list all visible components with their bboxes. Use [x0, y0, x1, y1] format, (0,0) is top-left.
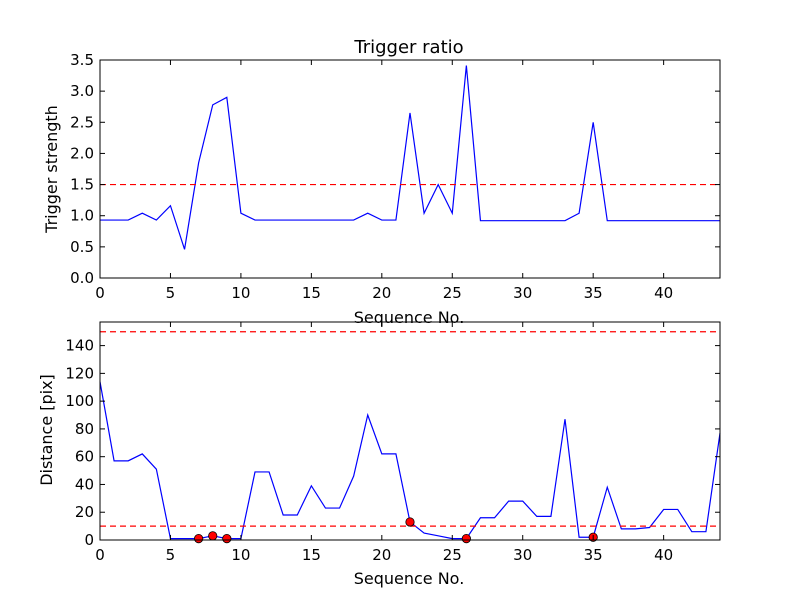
distance-axes-frame: [99, 321, 721, 541]
trigger-ratio-ytick-label: 2.0: [70, 144, 94, 162]
trigger-ratio-ytick-label: 1.0: [70, 207, 94, 225]
distance-ytick-label: 140: [65, 337, 94, 355]
trigger-ratio-ylabel: Trigger strength: [42, 105, 61, 234]
trigger-ratio-xtick-label: 20: [372, 284, 391, 302]
trigger-ratio-xlabel: Sequence No.: [354, 308, 465, 327]
trigger-ratio-xtick-label: 10: [231, 284, 250, 302]
distance-ytick-label: 60: [75, 448, 94, 466]
distance-marker-point: [208, 531, 218, 541]
distance-xtick-label: 35: [584, 546, 603, 564]
trigger-ratio-xtick-label: 5: [166, 284, 176, 302]
trigger-ratio-ytick-label: 0.5: [70, 238, 94, 256]
distance-xtick-label: 10: [231, 546, 250, 564]
trigger-ratio-xtick-label: 30: [513, 284, 532, 302]
trigger-ratio-xtick-label: 0: [95, 284, 105, 302]
distance-ytick-label: 40: [75, 475, 94, 493]
trigger-ratio-xtick-label: 15: [302, 284, 321, 302]
distance-marker-point: [222, 534, 232, 544]
distance-ytick-label: 120: [65, 364, 94, 382]
distance-xtick-label: 20: [372, 546, 391, 564]
trigger-ratio-ytick-label: 3.0: [70, 82, 94, 100]
distance-marker-point: [194, 534, 204, 544]
distance-plot: Distance [pix] Sequence No. 0 5 10 15 20 25 30…: [37, 321, 721, 588]
distance-ytick-label: 80: [75, 420, 94, 438]
distance-ytick-label: 100: [65, 392, 94, 410]
distance-xtick-label: 5: [166, 546, 176, 564]
distance-marker-point: [461, 534, 471, 544]
trigger-ratio-xtick-label: 35: [584, 284, 603, 302]
trigger-ratio-series-line: [100, 65, 720, 250]
trigger-ratio-title: Trigger ratio: [353, 37, 463, 58]
distance-xtick-label: 30: [513, 546, 532, 564]
trigger-ratio-ytick-label: 2.5: [70, 113, 94, 131]
trigger-ratio-xtick-label: 25: [443, 284, 462, 302]
trigger-ratio-ytick-label: 1.5: [70, 176, 94, 194]
distance-ytick-label: 20: [75, 503, 94, 521]
distance-xtick-label: 15: [302, 546, 321, 564]
distance-xtick-label: 25: [443, 546, 462, 564]
trigger-ratio-xtick-label: 40: [654, 284, 673, 302]
distance-xtick-label: 0: [95, 546, 105, 564]
trigger-ratio-axes-frame: [99, 59, 721, 279]
distance-xtick-label: 40: [654, 546, 673, 564]
trigger-ratio-ytick-label: 3.5: [70, 51, 94, 69]
distance-xlabel: Sequence No.: [354, 569, 465, 588]
distance-marker-point: [405, 517, 415, 527]
distance-ylabel: Distance [pix]: [37, 374, 56, 486]
distance-ytick-label: 0: [84, 531, 94, 549]
trigger-ratio-ytick-label: 0.0: [70, 269, 94, 287]
